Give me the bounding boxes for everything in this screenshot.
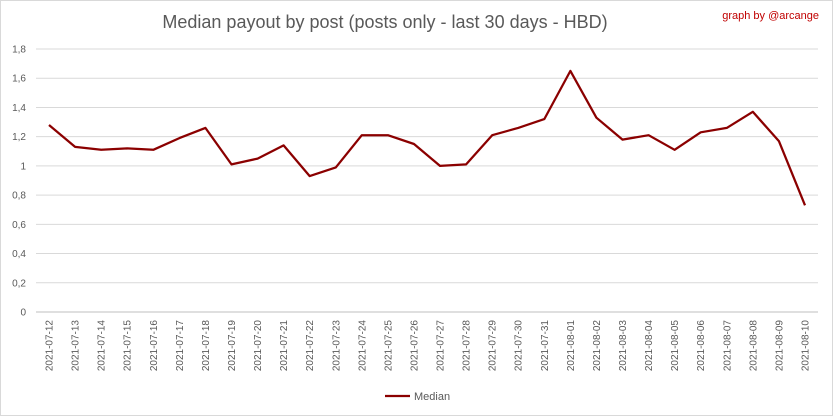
series-layer <box>48 69 807 206</box>
x-tick-label: 2021-08-02 <box>592 320 603 372</box>
x-tick-label: 2021-07-16 <box>149 320 160 372</box>
chart-title: Median payout by post (posts only - last… <box>162 12 608 32</box>
legend: Median <box>385 391 450 403</box>
x-tick-label: 2021-07-24 <box>357 320 368 372</box>
x-tick-label: 2021-07-13 <box>71 320 82 372</box>
x-tick-label: 2021-07-19 <box>227 320 238 372</box>
legend-label: Median <box>414 391 450 403</box>
y-tick-label: 0 <box>20 308 26 319</box>
series-line-median <box>48 69 807 206</box>
x-axis-ticks: 2021-07-12 2021-07-13 2021-07-14 2021-07-15… <box>45 320 812 372</box>
x-tick-label: 2021-07-26 <box>409 320 420 372</box>
x-tick-label: 2021-08-08 <box>748 320 759 372</box>
x-tick-label: 2021-07-23 <box>331 320 342 372</box>
y-tick-label: 1,8 <box>12 45 26 56</box>
chart-credit: graph by @arcange <box>722 10 819 22</box>
y-tick-label: 0,6 <box>12 220 26 231</box>
x-tick-label: 2021-08-04 <box>644 320 655 372</box>
y-tick-label: 0,8 <box>12 191 26 202</box>
x-tick-label: 2021-08-09 <box>774 320 785 372</box>
x-tick-label: 2021-07-18 <box>201 320 212 372</box>
x-tick-label: 2021-07-30 <box>514 320 525 372</box>
x-tick-label: 2021-07-29 <box>488 320 499 372</box>
y-tick-label: 1,2 <box>12 132 26 143</box>
x-tick-label: 2021-07-27 <box>436 320 447 372</box>
x-tick-label: 2021-07-22 <box>305 320 316 372</box>
x-tick-label: 2021-08-06 <box>696 320 707 372</box>
x-tick-label: 2021-08-03 <box>618 320 629 372</box>
y-tick-label: 1,4 <box>12 103 26 114</box>
x-tick-label: 2021-07-31 <box>540 320 551 372</box>
x-tick-label: 2021-08-05 <box>670 320 681 372</box>
x-tick-label: 2021-07-25 <box>383 320 394 372</box>
x-tick-label: 2021-07-17 <box>175 320 186 372</box>
x-tick-label: 2021-07-12 <box>45 320 56 372</box>
y-tick-label: 0,2 <box>12 278 26 289</box>
y-tick-label: 1 <box>20 161 26 172</box>
y-axis-ticks: 0 0,2 0,4 0,6 0,8 1 1,2 1,4 1,6 1,8 <box>12 45 26 319</box>
x-tick-label: 2021-07-15 <box>123 320 134 372</box>
x-tick-label: 2021-08-07 <box>722 320 733 372</box>
x-tick-label: 2021-07-28 <box>462 320 473 372</box>
gridlines <box>36 48 818 313</box>
x-tick-label: 2021-07-20 <box>253 320 264 372</box>
x-tick-label: 2021-07-21 <box>279 320 290 372</box>
x-tick-label: 2021-08-01 <box>566 320 577 372</box>
x-tick-label: 2021-07-14 <box>97 320 108 372</box>
x-tick-label: 2021-08-10 <box>800 320 811 372</box>
y-tick-label: 1,6 <box>12 74 26 85</box>
y-tick-label: 0,4 <box>12 249 26 260</box>
